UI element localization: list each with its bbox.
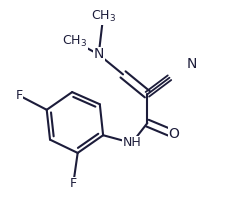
Text: F: F [16, 89, 23, 102]
Text: CH$_3$: CH$_3$ [62, 34, 87, 49]
Text: N: N [186, 57, 197, 71]
Text: O: O [168, 127, 179, 141]
Text: N: N [94, 47, 104, 61]
Text: NH: NH [122, 136, 141, 149]
Text: CH$_3$: CH$_3$ [90, 9, 116, 24]
Text: F: F [70, 177, 77, 190]
